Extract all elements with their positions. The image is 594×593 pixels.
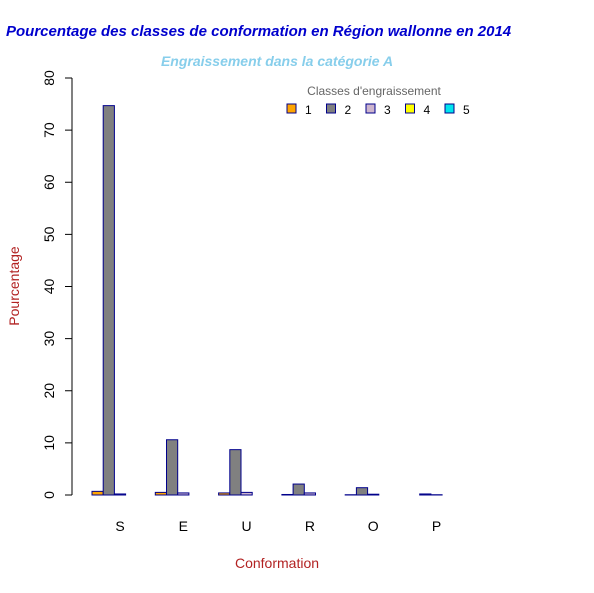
y-tick-label: 20 [41,383,57,399]
y-axis: 0 10 20 30 40 50 60 70 80 [41,70,73,499]
bar-S-series-1 [91,490,104,496]
legend-swatch-2 [326,103,336,114]
x-tick-label-S: S [115,518,124,534]
y-tick-label: 10 [41,435,57,451]
chart-subtitle: Engraissement dans la catégorie A [161,53,393,69]
y-tick-label: 50 [41,226,57,242]
bar-U-series-2 [229,449,242,496]
y-axis-label: Pourcentage [6,246,22,326]
bar-E-series-1 [154,491,168,496]
legend-title: Classes d'engraissement [307,84,441,98]
y-tick-label: 0 [41,491,57,499]
bar-R-series-1 [281,493,294,496]
legend-label-3: 3 [384,103,391,117]
bar-S-series-2 [102,105,115,496]
y-tick-label: 30 [41,331,57,347]
bar-U-series-1 [218,492,231,496]
y-tick-label: 70 [41,122,57,138]
y-tick-label: 60 [41,174,57,190]
y-tick-label: 80 [41,70,57,86]
bar-O-series-3 [367,493,380,496]
legend-label-1: 1 [305,103,312,117]
x-tick-label-R: R [305,518,315,534]
legend-label-4: 4 [424,103,431,117]
legend-swatch-4 [405,103,415,114]
legend-label-2: 2 [345,103,352,117]
bar-R-series-3 [303,492,316,496]
bar-O-series-2 [355,487,369,496]
bar-R-series-2 [292,483,305,496]
x-tick-label-P: P [432,518,441,534]
bars [91,105,443,496]
bar-U-series-3 [240,491,253,496]
bar-S-series-3 [113,493,127,496]
bar-P-series-2 [419,493,432,496]
legend-swatch-3 [365,103,376,114]
x-tick-label-E: E [179,518,188,534]
y-tick-label: 40 [41,279,57,295]
chart-title: Pourcentage des classes de conformation … [6,23,512,40]
legend-swatch-1 [286,103,297,114]
legend-swatch-5 [444,103,455,114]
x-axis-label: Conformation [235,555,319,571]
legend: Classes d'engraissement 1 2 3 4 5 [286,84,470,117]
legend-label-5: 5 [463,103,470,117]
x-tick-label-O: O [368,518,379,534]
x-tick-label-U: U [242,518,252,534]
bar-E-series-3 [177,492,190,496]
bar-E-series-2 [166,439,179,496]
